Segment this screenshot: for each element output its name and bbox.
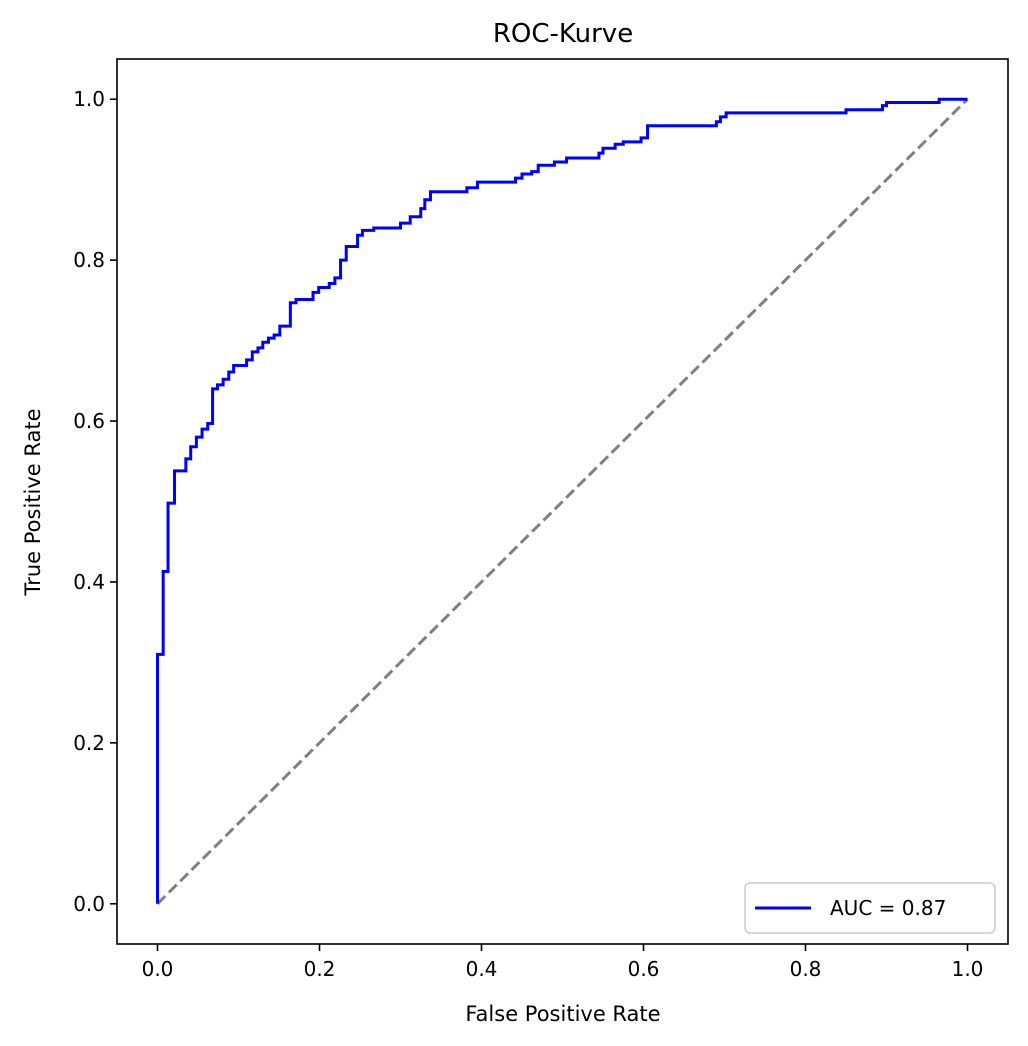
roc-curve-line — [156, 97, 968, 904]
x-tick-label: 0.4 — [466, 957, 498, 981]
plot-frame — [116, 58, 1009, 945]
y-tick-label: 0.8 — [73, 248, 105, 272]
x-tick-label: 0.8 — [790, 957, 822, 981]
legend: AUC = 0.87 — [744, 882, 996, 934]
legend-label: AUC = 0.87 — [830, 896, 946, 920]
chart-title: ROC-Kurve — [493, 19, 633, 49]
series-layer — [156, 97, 969, 905]
x-tick-label: 0.2 — [304, 957, 336, 981]
y-axis-ticks: 0.0 0.2 0.4 0.6 0.8 1.0 — [73, 87, 117, 916]
x-tick-label: 0.6 — [628, 957, 660, 981]
y-tick-label: 1.0 — [73, 87, 105, 111]
y-tick-label: 0.6 — [73, 409, 105, 433]
chance-diagonal-line — [156, 98, 969, 905]
x-tick-label: 0.0 — [142, 957, 174, 981]
y-tick-label: 0.0 — [73, 892, 105, 916]
legend-box — [744, 882, 996, 934]
y-tick-label: 0.4 — [73, 570, 105, 594]
x-axis-ticks: 0.0 0.2 0.4 0.6 0.8 1.0 — [142, 944, 984, 981]
x-tick-label: 1.0 — [952, 957, 984, 981]
y-axis-label: True Positive Rate — [21, 408, 45, 596]
x-axis-label: False Positive Rate — [465, 1002, 660, 1026]
y-tick-label: 0.2 — [73, 731, 105, 755]
